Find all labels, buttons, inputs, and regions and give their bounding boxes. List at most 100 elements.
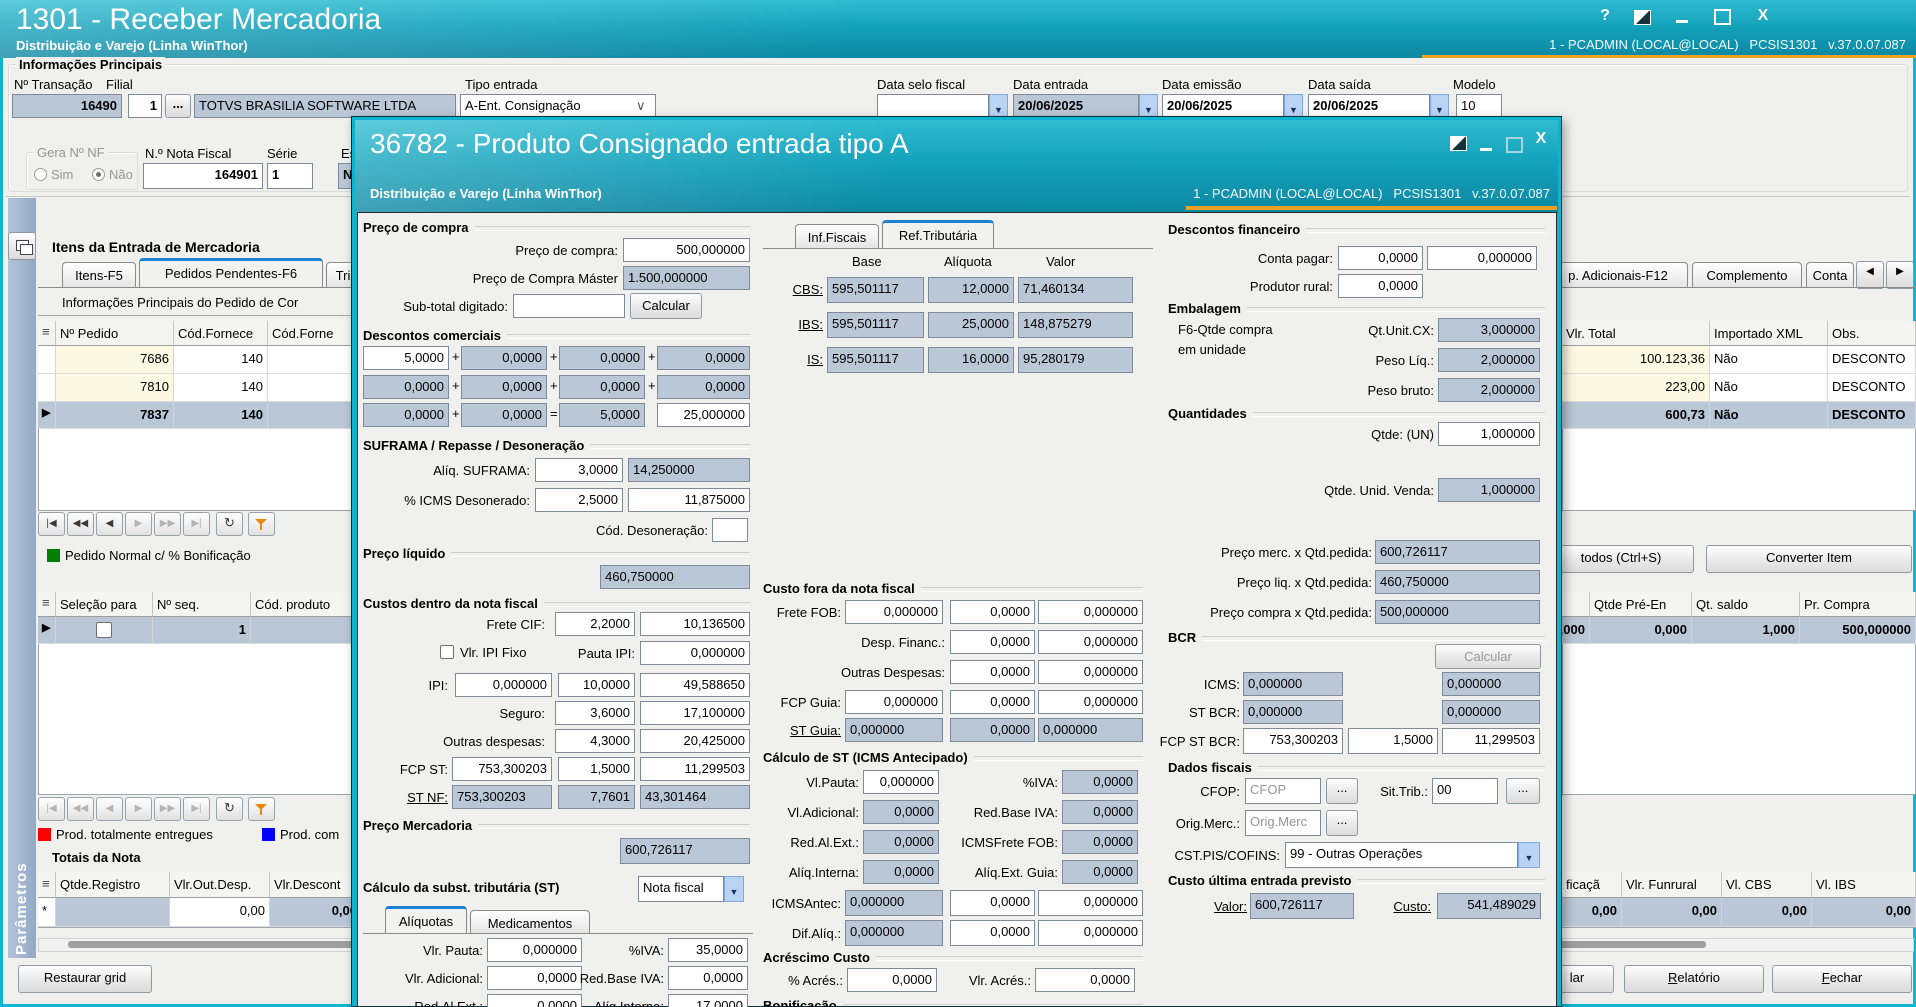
col-n-pedido[interactable]: Nº Pedido — [56, 321, 174, 346]
col-vlr-total[interactable]: Vlr. Total — [1562, 321, 1710, 346]
ibs-link[interactable]: IBS: — [798, 317, 823, 332]
tab-dados-adicionais-f12[interactable]: p. Adicionais-F12 — [1548, 262, 1688, 288]
custo-link[interactable]: Custo: — [1393, 899, 1431, 914]
sit-trib-field[interactable]: 00 — [1432, 778, 1498, 804]
parametros-sidebar[interactable] — [8, 198, 36, 958]
st-guia-link[interactable]: ST Guia: — [789, 723, 841, 738]
new-row-icon[interactable]: * — [38, 898, 56, 927]
dialog-maximize-icon[interactable] — [1506, 137, 1523, 153]
nav-next-icon[interactable]: ▶ — [125, 512, 152, 536]
cell-vlr-total[interactable]: 600,73 — [1562, 402, 1710, 429]
cell-fornec[interactable]: 140 — [174, 374, 268, 402]
aliq-interna-field[interactable]: 17,0000 — [668, 994, 748, 1007]
col-cod-fornec2[interactable]: Cód.Forne — [268, 321, 358, 346]
cell-vlr-total[interactable]: 100.123,36 — [1562, 346, 1710, 374]
frete-cif-valor[interactable]: 10,136500 — [640, 612, 750, 636]
red-al-ext-field[interactable]: 0,0000 — [487, 994, 582, 1007]
tab-itens-f5[interactable]: Itens-F5 — [62, 262, 136, 288]
col-n-seq[interactable]: Nº seq. — [153, 592, 251, 617]
row-checkbox[interactable] — [96, 622, 112, 638]
nav-prior-icon[interactable]: ◀ — [96, 512, 123, 536]
cell-obs[interactable]: DESCONTO — [1828, 346, 1916, 374]
tab-scroll-left-icon[interactable]: ◀ — [1856, 261, 1884, 289]
tab-pedidos-pendentes-f6[interactable]: Pedidos Pendentes-F6 — [139, 258, 323, 288]
cell-vlr-total[interactable]: 223,00 — [1562, 374, 1710, 402]
preco-compra-field[interactable]: 500,000000 — [623, 238, 750, 262]
tab-ref-tributaria[interactable]: Ref.Tributária — [882, 220, 994, 249]
help-button[interactable]: ? — [1600, 7, 1610, 24]
nav-prior-icon[interactable]: ◀ — [96, 797, 123, 821]
nota-fiscal-field[interactable]: 164901 — [143, 163, 263, 189]
chevron-down-icon[interactable] — [636, 98, 646, 114]
detach-panel-button[interactable] — [8, 232, 36, 260]
cbs-link[interactable]: CBS: — [792, 282, 823, 297]
pct-acres-field[interactable]: 0,0000 — [847, 968, 937, 992]
nav-next-icon[interactable]: ▶ — [125, 797, 152, 821]
fechar-button[interactable]: Fechar — [1772, 965, 1912, 993]
cell-fornec[interactable]: 140 — [174, 402, 268, 429]
fcp-st-base[interactable]: 753,300203 — [452, 757, 552, 781]
tab-scroll-right-icon[interactable]: ▶ — [1886, 261, 1914, 289]
cell-qtde-pre-en[interactable]: 0,000 — [1590, 617, 1692, 644]
data-selo-field[interactable] — [877, 94, 989, 118]
desconto-field[interactable]: 5,0000 — [363, 346, 449, 370]
nav-last-icon[interactable]: ▶| — [183, 797, 210, 821]
column-chooser-icon[interactable] — [38, 592, 56, 617]
fcp-st-bcr-valor[interactable]: 11,299503 — [1442, 728, 1540, 754]
tab-complemento[interactable]: Complemento — [1692, 262, 1802, 288]
pauta-ipi-field[interactable]: 0,000000 — [640, 641, 750, 665]
cell-obs[interactable]: DESCONTO — [1828, 402, 1916, 429]
cell-importado[interactable]: Não — [1710, 402, 1828, 429]
vlr-adicional-field[interactable]: 0,0000 — [487, 966, 582, 990]
col-cod-fornecedor[interactable]: Cód.Fornece — [174, 321, 268, 346]
col-qt-saldo[interactable]: Qt. saldo — [1692, 592, 1800, 617]
minimize-icon[interactable] — [1676, 20, 1688, 23]
cell-fornec2[interactable] — [268, 346, 358, 374]
cst-dropdown-icon[interactable] — [1518, 842, 1540, 868]
col-vl-ibs[interactable]: Vl. IBS — [1812, 872, 1916, 898]
dialog-close-button[interactable]: X — [1535, 130, 1547, 147]
cfop-field[interactable]: CFOP — [1245, 778, 1321, 804]
calc-st-combo[interactable]: Nota fiscal — [638, 876, 724, 902]
column-chooser-icon[interactable] — [38, 872, 56, 898]
iva-field[interactable]: 35,0000 — [668, 938, 748, 962]
orig-merc-field[interactable]: Orig.Merc — [1245, 810, 1321, 836]
cell-importado[interactable]: Não — [1710, 374, 1828, 402]
cell-pedido[interactable]: 7837 — [56, 402, 174, 429]
bcr-calcular-button[interactable]: Calcular — [1435, 644, 1541, 669]
cell-vl-cbs[interactable]: 0,00 — [1722, 898, 1812, 927]
cfop-lookup-button[interactable]: ... — [1326, 778, 1358, 804]
col-vl-cbs[interactable]: Vl. CBS — [1722, 872, 1812, 898]
nav-prior-page-icon[interactable]: ◀◀ — [67, 512, 94, 536]
cell-n-seq[interactable]: 1 — [153, 617, 251, 644]
ipi-valor[interactable]: 49,588650 — [640, 673, 750, 697]
dialog-minimize-icon[interactable] — [1480, 148, 1492, 151]
conta-pagar-valor[interactable]: 0,000000 — [1427, 246, 1537, 270]
valor-link[interactable]: Valor: — [1214, 899, 1247, 914]
vlr-pauta-field[interactable]: 0,000000 — [487, 938, 582, 962]
col-bonificacao[interactable]: ficaçã — [1562, 872, 1622, 898]
outras-despesas2-pct[interactable]: 0,0000 — [950, 660, 1035, 684]
ipi-fixo-checkbox[interactable] — [440, 645, 454, 659]
restaurar-grid-button[interactable]: Restaurar grid — [18, 965, 152, 993]
cst-pis-cofins-combo[interactable]: 99 - Outras Operações — [1285, 842, 1518, 868]
nav-last-icon[interactable]: ▶| — [183, 512, 210, 536]
dif-aliq-pct[interactable]: 0,0000 — [950, 920, 1035, 946]
data-saida-field[interactable]: 20/06/2025 — [1308, 94, 1430, 118]
cell-pedido[interactable]: 7810 — [56, 374, 174, 402]
cell-fornec2[interactable] — [268, 402, 358, 429]
is-link[interactable]: IS: — [807, 352, 823, 367]
col-vlr-funrural[interactable]: Vlr. Funrural — [1622, 872, 1722, 898]
cell-vlr-desconto[interactable]: 0,00 — [270, 898, 362, 927]
cell-vlr-funrural[interactable]: 0,00 — [1622, 898, 1722, 927]
cell-importado[interactable]: Não — [1710, 346, 1828, 374]
col-obs[interactable]: Obs. — [1828, 321, 1916, 346]
orig-merc-lookup-button[interactable]: ... — [1326, 810, 1358, 836]
cell-selecao[interactable] — [56, 617, 153, 644]
cell-qt-saldo[interactable]: 1,000 — [1692, 617, 1800, 644]
tab-conta[interactable]: Conta — [1806, 262, 1854, 288]
transacao-field[interactable]: 16490 — [12, 94, 122, 118]
vl-pauta-field[interactable]: 0,000000 — [863, 770, 939, 794]
tipo-entrada-combo[interactable]: A-Ent. Consignação — [460, 94, 656, 118]
cod-desoneracao-field[interactable] — [712, 518, 748, 542]
